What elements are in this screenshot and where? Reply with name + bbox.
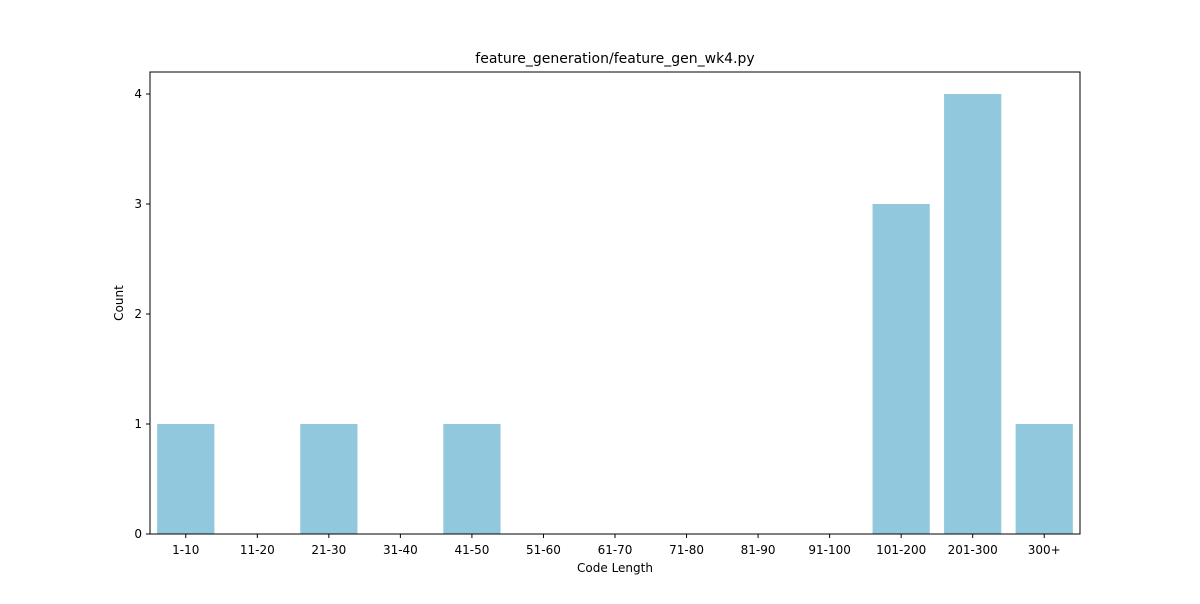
x-tick-label: 101-200	[876, 543, 926, 557]
x-tick-label: 300+	[1028, 543, 1061, 557]
bars-group	[157, 94, 1073, 534]
bar-101-200	[872, 204, 930, 534]
bar-41-50	[443, 424, 501, 534]
bar-1-10	[157, 424, 215, 534]
x-tick-label: 71-80	[669, 543, 704, 557]
x-tick-label: 61-70	[598, 543, 633, 557]
x-tick-label: 41-50	[454, 543, 489, 557]
chart-title: feature_generation/feature_gen_wk4.py	[475, 51, 754, 67]
x-axis-label: Code Length	[577, 561, 653, 575]
y-tick-label: 3	[134, 197, 142, 211]
x-tick-label: 21-30	[311, 543, 346, 557]
y-tick-label: 1	[134, 417, 142, 431]
y-tick-label: 4	[134, 87, 142, 101]
x-tick-label: 1-10	[172, 543, 199, 557]
bar-21-30	[300, 424, 358, 534]
bar-300+	[1015, 424, 1073, 534]
x-axis-ticks: 1-10 11-20 21-30 31-40 41-50 51-60 61-70 71-80 8…	[172, 534, 1061, 557]
x-tick-label: 51-60	[526, 543, 561, 557]
x-tick-label: 201-300	[948, 543, 998, 557]
y-tick-label: 0	[134, 527, 142, 541]
y-axis-label: Count	[112, 285, 126, 321]
x-tick-label: 91-100	[808, 543, 851, 557]
y-tick-label: 2	[134, 307, 142, 321]
bar-201-300	[944, 94, 1002, 534]
y-axis-ticks: 0 1 2 3 4	[134, 87, 150, 541]
x-tick-label: 81-90	[741, 543, 776, 557]
x-tick-label: 11-20	[240, 543, 275, 557]
x-tick-label: 31-40	[383, 543, 418, 557]
plot-area-frame	[149, 71, 1081, 535]
